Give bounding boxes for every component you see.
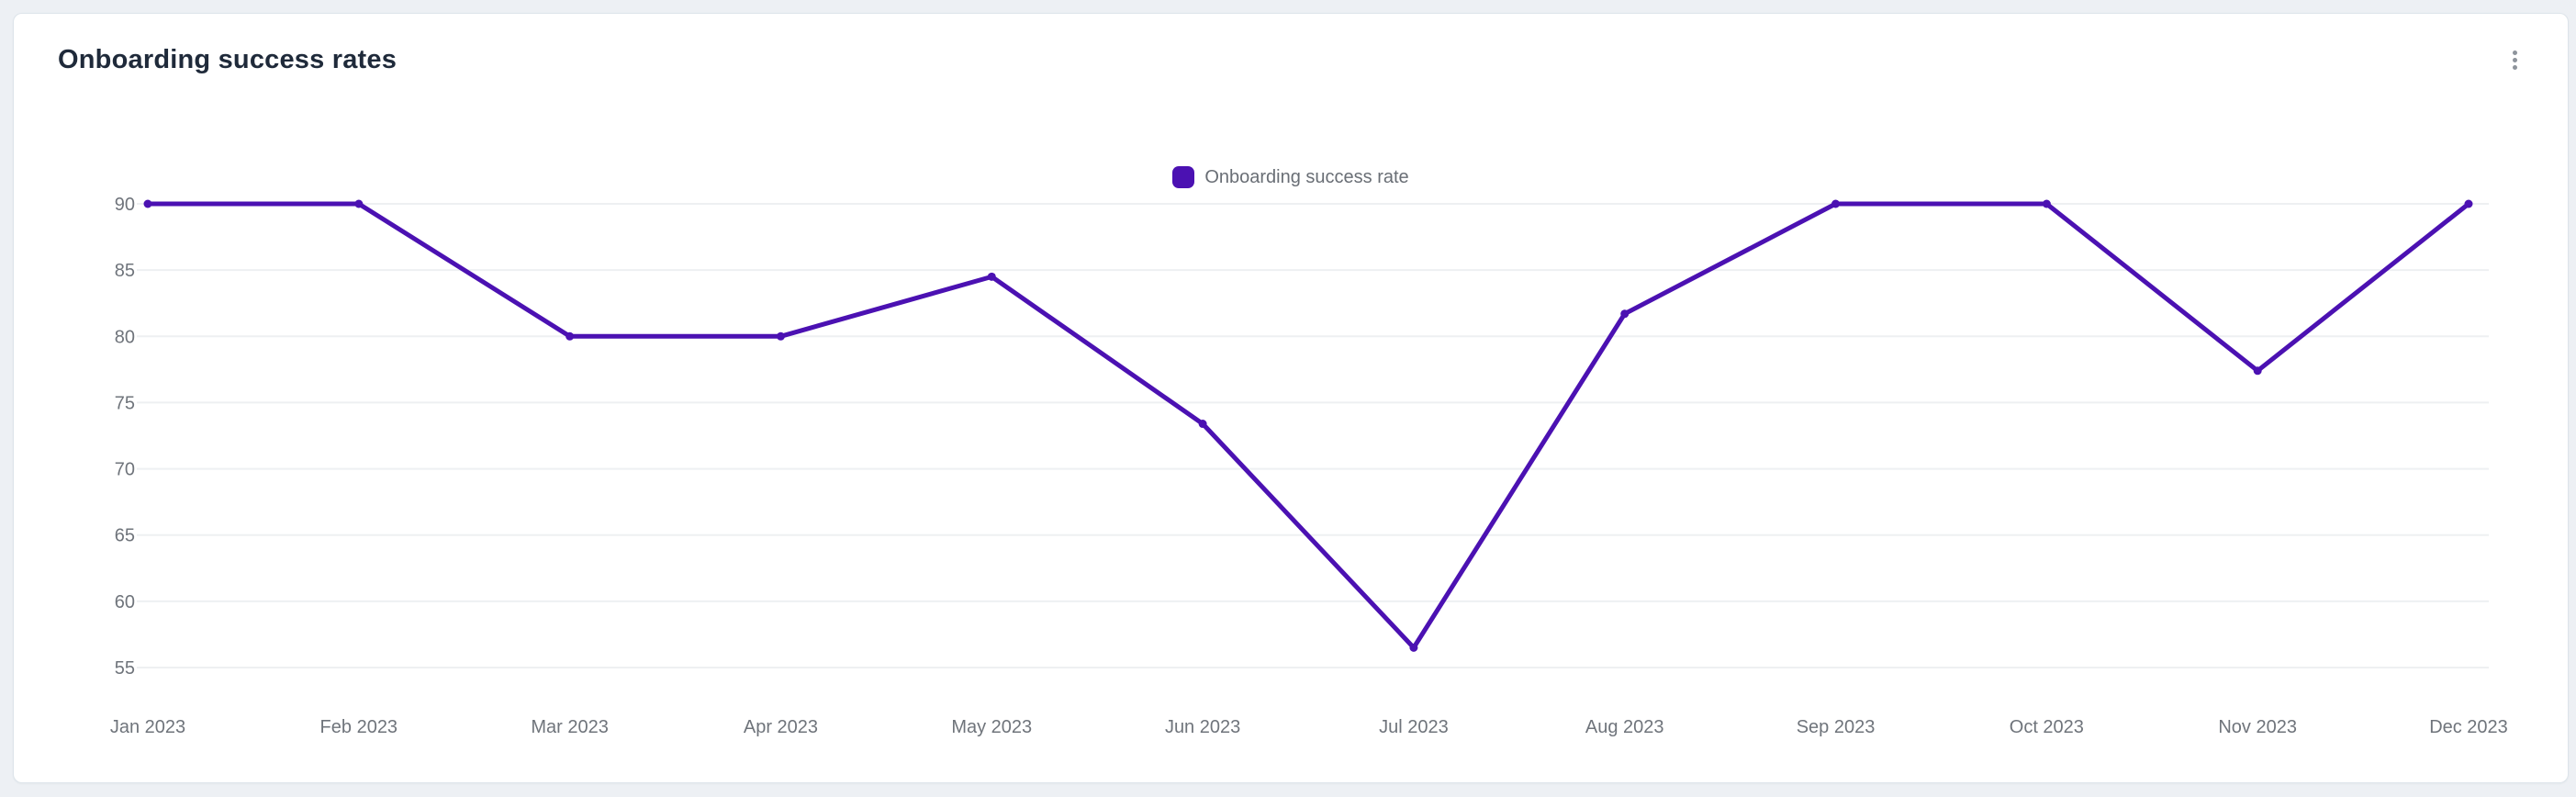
chart-legend: Onboarding success rate: [14, 164, 2568, 190]
legend-label: Onboarding success rate: [1204, 166, 1409, 187]
x-tick-label: Jul 2023: [1379, 717, 1449, 737]
x-tick-label: Feb 2023: [320, 717, 398, 737]
x-tick-label: Apr 2023: [744, 717, 818, 737]
data-point-marker[interactable]: [1620, 309, 1630, 319]
y-tick-label: 90: [115, 195, 135, 215]
x-tick-label: May 2023: [951, 717, 1032, 737]
x-tick-label: Jun 2023: [1165, 717, 1240, 737]
y-tick-label: 85: [115, 261, 135, 281]
line-chart: 55 60 65 70 75 80 85 90 Jan 2023 Feb 2023 Mar 2023…: [110, 195, 2508, 737]
data-point-marker[interactable]: [1831, 199, 1841, 208]
kebab-vertical-icon: [2512, 50, 2517, 70]
legend-item-onboarding-success-rate[interactable]: Onboarding success rate: [1172, 166, 1409, 188]
data-point-marker[interactable]: [1409, 643, 1418, 652]
chart-title: Onboarding success rates: [58, 45, 398, 74]
x-tick-label: Oct 2023: [2010, 717, 2084, 737]
data-point-marker[interactable]: [2253, 366, 2262, 376]
data-point-marker[interactable]: [354, 199, 364, 208]
chart-card: 55 60 65 70 75 80 85 90 Jan 2023 Feb 2023 Mar 2023…: [13, 13, 2569, 783]
y-tick-label: 65: [115, 526, 135, 546]
data-point-marker[interactable]: [2042, 199, 2051, 208]
x-tick-label: Mar 2023: [531, 717, 609, 737]
legend-swatch: [1172, 166, 1195, 188]
x-tick-label: Aug 2023: [1585, 717, 1664, 737]
data-point-marker[interactable]: [2464, 199, 2473, 208]
series-line: [145, 201, 2471, 650]
x-tick-label: Nov 2023: [2218, 717, 2297, 737]
data-point-marker[interactable]: [1198, 420, 1207, 429]
data-point-marker[interactable]: [566, 331, 575, 341]
y-tick-label: 80: [115, 327, 135, 347]
y-tick-label: 75: [115, 393, 135, 413]
more-options-button[interactable]: [2494, 39, 2535, 80]
y-tick-label: 70: [115, 460, 135, 480]
data-point-marker[interactable]: [987, 272, 996, 281]
x-tick-label: Dec 2023: [2429, 717, 2508, 737]
x-tick-label: Sep 2023: [1797, 717, 1876, 737]
x-tick-label: Jan 2023: [110, 717, 185, 737]
data-point-marker[interactable]: [143, 199, 152, 208]
data-point-marker[interactable]: [776, 331, 785, 341]
y-tick-label: 55: [115, 658, 135, 679]
y-tick-label: 60: [115, 592, 135, 612]
